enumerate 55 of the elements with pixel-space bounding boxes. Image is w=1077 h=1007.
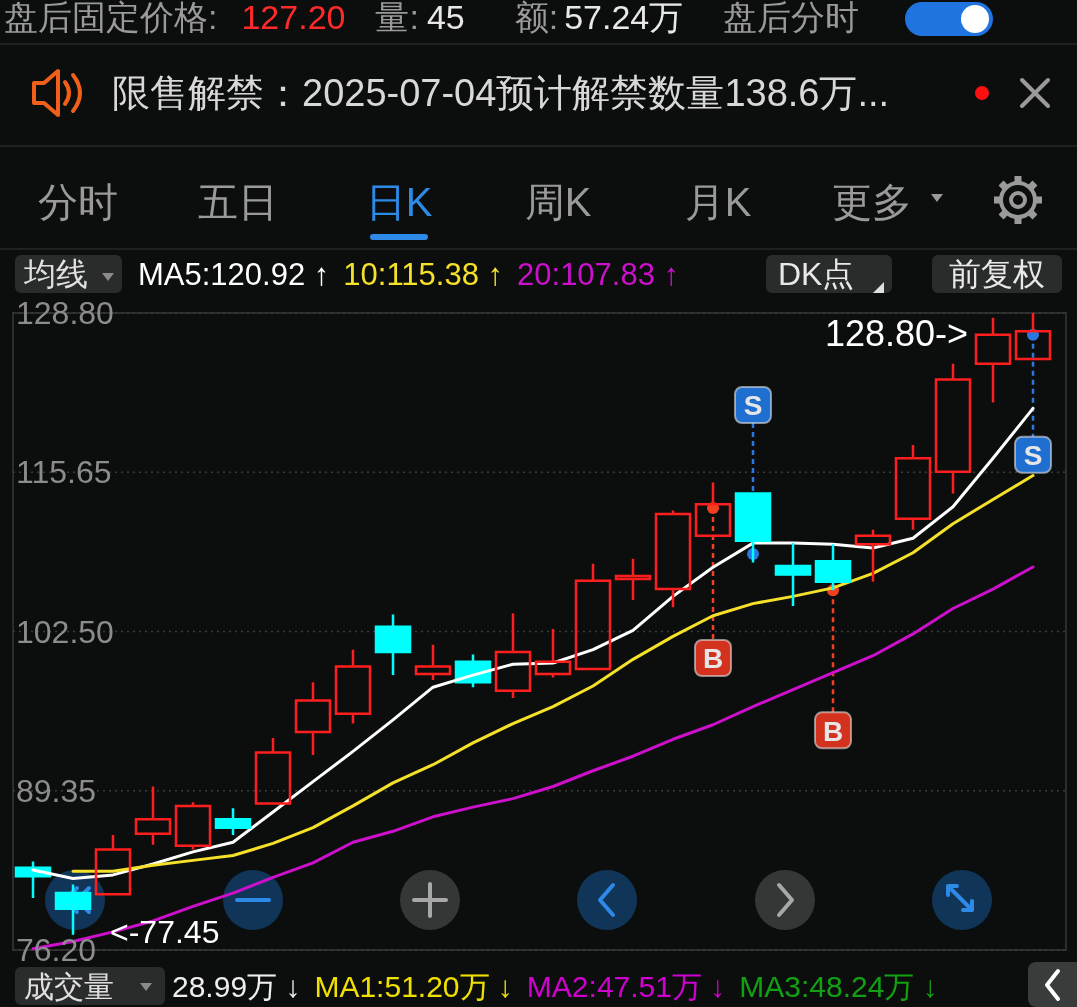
- candlestick: [174, 801, 212, 851]
- text: 127.20: [241, 0, 346, 36]
- candlestick: [614, 557, 652, 602]
- text: 额:: [514, 0, 559, 36]
- text: 28.99万 ↓: [172, 969, 301, 1003]
- text: 限售解禁：2025-07-04预计解禁数量138.6万...: [112, 72, 890, 114]
- candlestick: [654, 509, 692, 609]
- text: MA2:47.51万 ↓: [526, 969, 726, 1003]
- annotation: S: [1023, 440, 1043, 472]
- text: 盘后固定价格:: [4, 0, 218, 36]
- text: 盘后分时: [723, 0, 860, 36]
- text: 20:107.83 ↑: [517, 256, 680, 292]
- candlestick: [534, 627, 572, 679]
- candlestick: [374, 613, 412, 677]
- text: 月K: [684, 180, 752, 224]
- candlestick: [214, 807, 252, 837]
- annotation: B: [702, 643, 724, 675]
- text: MA5:120.92 ↑: [138, 256, 330, 292]
- annotation: <-77.45: [110, 913, 220, 950]
- text: 57.24万: [564, 0, 684, 36]
- y-tick-label: 89.35: [16, 772, 97, 809]
- candlestick: [334, 648, 372, 725]
- candlestick: [774, 541, 812, 608]
- y-tick-label: 76.20: [16, 932, 97, 968]
- text: 更多: [832, 180, 912, 224]
- candlestick: [294, 681, 332, 757]
- candlestick: [854, 528, 892, 584]
- annotation: 128.80->: [824, 312, 968, 354]
- text: 10:115.38 ↑: [343, 256, 504, 292]
- annotation: S: [743, 390, 763, 422]
- annotation: B: [822, 715, 844, 747]
- candlestick: [134, 785, 172, 846]
- text: 量:: [375, 0, 419, 36]
- y-tick-label: 102.50: [16, 613, 114, 650]
- candlestick: [574, 562, 612, 671]
- text: DK点: [778, 256, 855, 292]
- candlestick: [494, 612, 532, 700]
- text: 五日: [198, 180, 278, 224]
- candlestick: [974, 316, 1012, 404]
- candlestick: [254, 736, 292, 805]
- text: MA1:51.20万 ↓: [314, 969, 513, 1003]
- text: 45: [426, 0, 465, 36]
- text: 日K: [365, 180, 433, 224]
- text: 成交量: [24, 969, 114, 1003]
- text: 周K: [524, 180, 592, 224]
- candlestick: [894, 443, 932, 532]
- text: MA3:48.24万 ↓: [739, 969, 938, 1003]
- text: 分时: [38, 180, 118, 224]
- y-tick-label: 128.80: [16, 295, 114, 331]
- candlestick: [934, 362, 972, 495]
- text: 均线: [23, 256, 88, 292]
- text: 前复权: [949, 256, 1045, 292]
- y-tick-label: 115.65: [16, 454, 112, 491]
- candlestick: [94, 833, 132, 896]
- candlestick: [414, 643, 452, 682]
